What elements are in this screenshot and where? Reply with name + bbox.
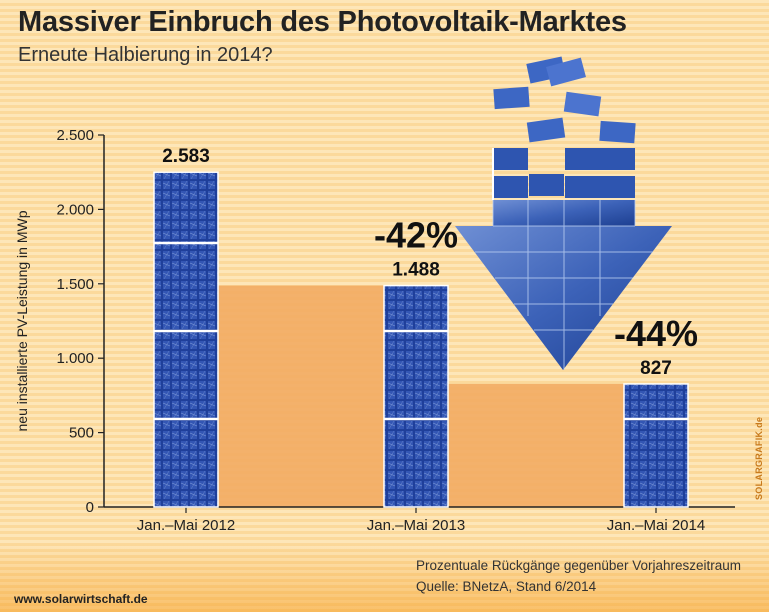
y-axis: 0 500 1.000 1.500 2.000 2.500 neu installierte…	[14, 127, 735, 534]
bars	[153, 171, 689, 508]
x-tick-label: Jan.–Mai 2012	[137, 517, 235, 534]
change-label: -42%	[374, 215, 458, 256]
y-tick-label: 0	[86, 499, 94, 516]
y-tick-label: 1.500	[56, 276, 94, 293]
y-tick-label: 1.000	[56, 350, 94, 367]
x-tick-label: Jan.–Mai 2013	[367, 517, 465, 534]
y-axis-label: neu installierte PV-Leistung in MWp	[14, 210, 30, 431]
y-tick-label: 500	[69, 425, 94, 442]
value-label: 2.583	[162, 146, 210, 167]
value-label: 1.488	[392, 260, 440, 281]
chart-subtitle: Erneute Halbierung in 2014?	[18, 44, 273, 66]
footnote-change: Prozentuale Rückgänge gegenüber Vorjahre…	[416, 558, 741, 573]
x-tick-label: Jan.–Mai 2014	[607, 517, 705, 534]
website-link[interactable]: www.solarwirtschaft.de	[14, 592, 148, 606]
down-arrow-icon	[455, 56, 672, 370]
y-tick-label: 2.000	[56, 201, 94, 218]
bar	[623, 383, 689, 508]
credit-label: SOLARGRAFIK.de	[754, 416, 764, 500]
data-labels: 2.583 1.488 -42% 827 -44%	[162, 146, 698, 379]
source-note: Prozentuale Rückgänge gegenüber Vorjahre…	[416, 555, 741, 597]
chart-title: Massiver Einbruch des Photovoltaik-Markt…	[18, 6, 627, 38]
y-tick-label: 2.500	[56, 127, 94, 144]
bar-panel	[624, 383, 688, 507]
change-label: -44%	[614, 313, 698, 354]
bar-frame	[383, 284, 449, 508]
bar	[383, 284, 449, 508]
bar-frame	[153, 171, 219, 508]
footnote-source: Quelle: BNetzA, Stand 6/2014	[416, 579, 597, 594]
bar-panel	[384, 285, 448, 507]
bar-panel	[154, 172, 218, 507]
bar	[153, 171, 219, 508]
bar-frame	[623, 383, 689, 508]
value-label: 827	[640, 358, 672, 379]
